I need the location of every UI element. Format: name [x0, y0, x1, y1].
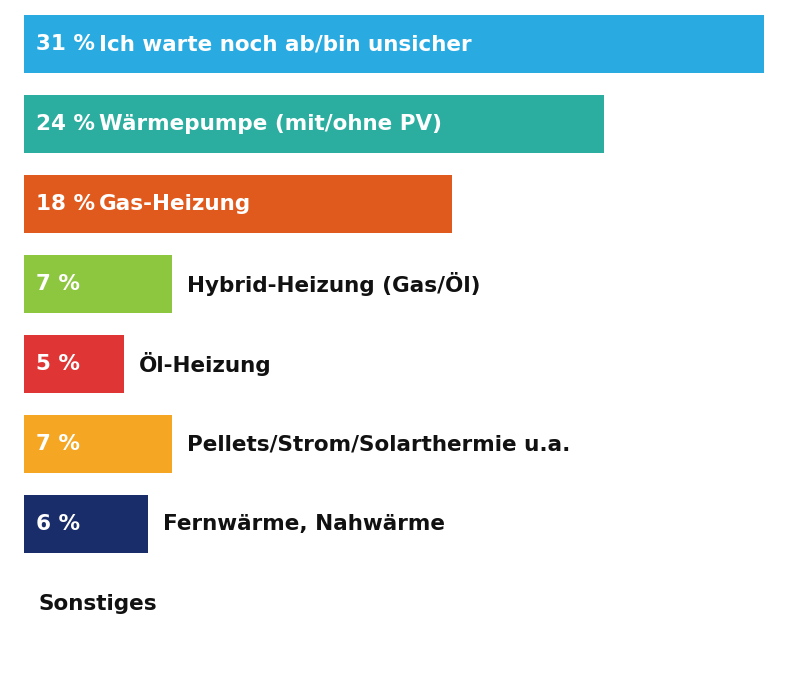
Text: 24 %: 24 %: [36, 114, 95, 134]
Text: 7 %: 7 %: [36, 434, 80, 454]
Text: Sonstiges: Sonstiges: [39, 594, 158, 614]
Bar: [24, 415, 172, 473]
Bar: [24, 335, 124, 393]
Text: 6 %: 6 %: [36, 514, 80, 534]
Text: Gas-Heizung: Gas-Heizung: [99, 194, 251, 214]
Text: Pellets/Strom/Solarthermie u.a.: Pellets/Strom/Solarthermie u.a.: [187, 434, 570, 454]
Bar: [24, 255, 172, 313]
Text: 7 %: 7 %: [36, 274, 80, 294]
Text: Fernwärme, Nahwärme: Fernwärme, Nahwärme: [163, 514, 445, 534]
Text: 1 %: 1 %: [36, 594, 80, 614]
Bar: [24, 495, 148, 553]
Text: Hybrid-Heizung (Gas/Öl): Hybrid-Heizung (Gas/Öl): [187, 272, 481, 296]
Text: Öl-Heizung: Öl-Heizung: [139, 352, 272, 376]
Bar: [24, 15, 764, 73]
Text: Ich warte noch ab/bin unsicher: Ich warte noch ab/bin unsicher: [99, 34, 472, 54]
Text: 18 %: 18 %: [36, 194, 95, 214]
Bar: [24, 175, 452, 233]
Text: 5 %: 5 %: [36, 354, 80, 374]
Bar: [24, 95, 604, 153]
Text: Wärmepumpe (mit/ohne PV): Wärmepumpe (mit/ohne PV): [99, 114, 442, 134]
Text: 31 %: 31 %: [36, 34, 95, 54]
